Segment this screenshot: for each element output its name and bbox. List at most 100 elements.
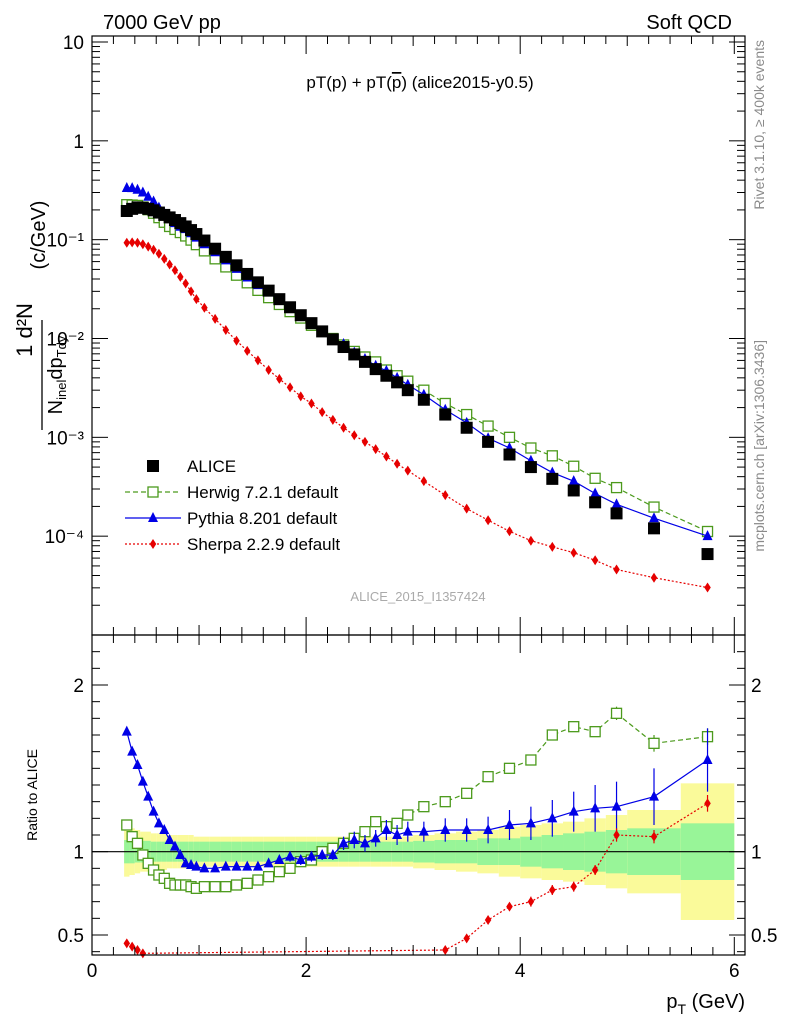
- point-marker: [128, 941, 136, 952]
- point-marker: [123, 938, 131, 949]
- point-marker: [340, 422, 347, 433]
- point-marker: [169, 840, 180, 851]
- xlabel-main: p: [666, 991, 677, 1013]
- point-marker: [380, 369, 393, 382]
- point-marker: [418, 825, 429, 836]
- point-marker: [159, 824, 170, 834]
- point-marker: [177, 271, 184, 282]
- point-marker: [252, 860, 263, 871]
- point-marker: [198, 234, 211, 247]
- point-marker: [349, 834, 360, 844]
- point-marker: [372, 444, 379, 455]
- point-marker: [418, 801, 430, 813]
- point-marker: [504, 819, 515, 829]
- point-marker: [284, 862, 296, 874]
- point-marker: [199, 862, 210, 873]
- point-marker: [648, 737, 660, 749]
- ratio-y-tick-label: 2: [73, 676, 84, 697]
- main-plot-layer: 10 1 10⁻¹ 10⁻² 10⁻³ 10⁻⁴: [45, 33, 746, 636]
- point-marker: [590, 487, 601, 498]
- rivet-label: Rivet 3.1.10, ≥ 400k events: [751, 40, 767, 210]
- point-marker: [402, 825, 413, 836]
- point-marker: [503, 431, 516, 443]
- watermark: ALICE_2015_I1357424: [350, 589, 485, 604]
- point-marker: [209, 881, 221, 893]
- point-marker: [506, 526, 513, 537]
- point-marker: [649, 790, 660, 801]
- point-marker: [549, 885, 556, 895]
- point-marker: [547, 812, 558, 823]
- point-marker: [402, 809, 414, 821]
- point-marker: [482, 771, 494, 783]
- point-marker: [483, 824, 494, 834]
- point-marker: [144, 241, 152, 252]
- point-marker: [351, 430, 358, 441]
- legend-label-1: Herwig 7.2.1 default: [187, 483, 338, 502]
- point-marker: [273, 293, 286, 306]
- point-marker: [147, 460, 159, 472]
- point-marker: [285, 850, 296, 861]
- point-marker: [198, 881, 211, 893]
- point-marker: [201, 302, 208, 313]
- title-pbar: p: [392, 73, 401, 92]
- point-marker: [568, 805, 579, 816]
- point-marker: [463, 933, 470, 944]
- point-marker: [702, 530, 713, 541]
- point-marker: [241, 267, 254, 280]
- point-marker: [147, 486, 159, 498]
- point-marker: [209, 242, 222, 255]
- main-title: pT(p) + pT(p) (alice2015-y0.5): [306, 73, 533, 92]
- point-marker: [284, 301, 297, 314]
- ratio-y-tick-label: 1: [73, 843, 84, 864]
- point-marker: [164, 834, 175, 844]
- point-marker: [295, 854, 306, 864]
- point-marker: [439, 408, 452, 421]
- point-marker: [171, 265, 179, 276]
- point-marker: [463, 503, 470, 514]
- point-marker: [525, 754, 537, 766]
- point-marker: [182, 278, 189, 289]
- point-marker: [439, 796, 451, 808]
- xlabel-unit: (GeV): [686, 991, 745, 1013]
- point-marker: [613, 830, 620, 840]
- point-marker: [306, 850, 317, 861]
- point-marker: [359, 837, 370, 848]
- point-marker: [132, 183, 143, 194]
- point-marker: [570, 547, 577, 558]
- series-line-3: [126, 241, 708, 589]
- main-ylabel: 1 d²N NineldpTdy (c/GeV): [12, 201, 69, 430]
- point-marker: [391, 376, 404, 389]
- x-tick-label: 2: [301, 961, 312, 982]
- point-marker: [127, 745, 138, 756]
- title-main: pT(p) + pT(: [306, 73, 392, 92]
- point-marker: [649, 512, 660, 523]
- point-marker: [701, 548, 714, 561]
- point-marker: [137, 775, 148, 786]
- point-marker: [610, 707, 623, 719]
- point-marker: [317, 849, 328, 859]
- legend-label-2: Pythia 8.201 default: [187, 509, 338, 528]
- point-marker: [294, 309, 307, 322]
- point-marker: [361, 436, 369, 447]
- y-tick-label: 1: [73, 132, 84, 153]
- point-marker: [589, 726, 601, 738]
- point-marker: [121, 725, 132, 736]
- y-tick-label: 10⁻³: [47, 428, 85, 449]
- xlabel-sub: T: [678, 1001, 687, 1017]
- point-marker: [392, 829, 403, 839]
- point-marker: [611, 800, 622, 811]
- point-marker: [484, 515, 492, 526]
- x-tick-label: 6: [729, 961, 740, 982]
- point-marker: [187, 286, 195, 297]
- point-marker: [589, 472, 601, 484]
- point-marker: [175, 849, 186, 859]
- point-marker: [148, 805, 159, 816]
- point-marker: [527, 896, 535, 907]
- point-marker: [297, 391, 304, 402]
- point-marker: [326, 333, 339, 346]
- point-marker: [546, 729, 558, 741]
- point-marker: [442, 490, 449, 501]
- point-marker: [166, 259, 173, 270]
- point-marker: [148, 512, 158, 522]
